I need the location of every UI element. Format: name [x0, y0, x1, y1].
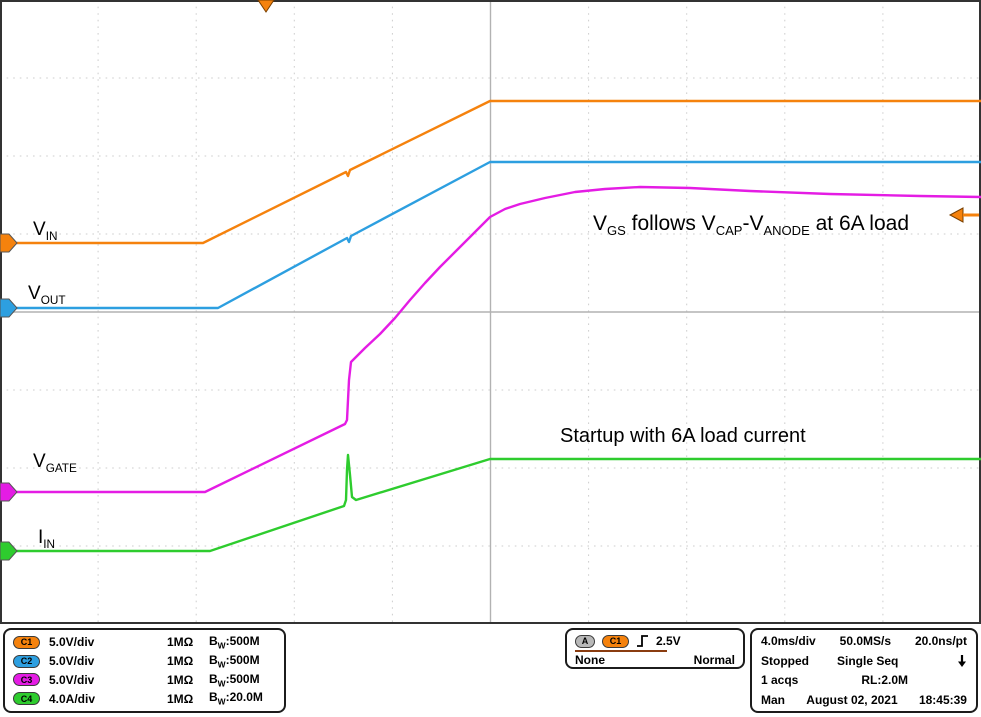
trace-label-vgate: VGATE — [33, 451, 77, 475]
down-arrow-icon — [958, 654, 966, 667]
trigger-level-value[interactable]: 2.5V — [656, 634, 681, 648]
channel-impedance: 1MΩ — [167, 672, 194, 687]
sample-resolution: 20.0ns/pt — [914, 634, 967, 648]
trigger-holdoff[interactable]: None — [575, 653, 605, 667]
trigger-mode-row: None Normal — [575, 653, 735, 667]
channel-badge-c4[interactable]: C4 — [13, 692, 40, 706]
channel-bandwidth: BW:20.0M — [209, 690, 263, 707]
channel-bandwidth: BW:500M — [209, 671, 260, 689]
annotation-vgs: VGS follows VCAP-VANODE at 6A load — [593, 212, 910, 239]
trigger-separator — [575, 650, 667, 652]
timebase-row: 4.0ms/div 50.0MS/s 20.0ns/pt — [761, 634, 967, 648]
acquisition-state: Stopped — [761, 653, 809, 668]
trigger-mode[interactable]: Normal — [693, 653, 735, 667]
trace-c2[interactable] — [0, 160, 981, 310]
date-value: August 02, 2021 — [806, 692, 898, 707]
channel-readout-row-c4[interactable]: C4 4.0A/div 1MΩ BW:20.0M — [13, 690, 276, 707]
trigger-source-badge[interactable]: C1 — [602, 634, 629, 648]
channel-readout-row-c2[interactable]: C2 5.0V/div 1MΩ BW:500M — [13, 653, 276, 669]
waveform-svg[interactable] — [0, 0, 981, 624]
channel-impedance: 1MΩ — [167, 635, 194, 650]
trigger-position-marker[interactable] — [257, 0, 275, 13]
acquisition-box[interactable]: 4.0ms/div 50.0MS/s 20.0ns/pt Stopped Sin… — [750, 628, 978, 713]
channel-badge-c3[interactable]: C3 — [13, 673, 40, 687]
record-length: RL:2.0M — [861, 673, 909, 688]
acquisition-state-row: Stopped Single Seq — [761, 654, 967, 668]
channel-readout-row-c1[interactable]: C1 5.0V/div 1MΩ BW:500M — [13, 634, 276, 651]
trigger-settings-row: A C1 2.5V — [575, 633, 735, 649]
trigger-level-marker[interactable] — [948, 207, 964, 223]
channel-bandwidth: BW:500M — [209, 634, 260, 651]
channel-scale: 5.0V/div — [49, 654, 95, 669]
trace-label-iin: IIN — [38, 527, 56, 551]
channel-scale: 4.0A/div — [49, 691, 96, 706]
ground-marker-c2[interactable] — [0, 298, 18, 318]
trace-label-vout: VOUT — [28, 283, 66, 307]
channel-badge-c2[interactable]: C2 — [13, 654, 40, 668]
trigger-label: Man — [761, 692, 785, 707]
timebase-value[interactable]: 4.0ms/div — [761, 634, 816, 648]
acq-count: 1 acqs — [761, 673, 799, 688]
ground-marker-c1[interactable] — [0, 233, 18, 253]
channel-impedance: 1MΩ — [167, 654, 194, 669]
channel-bandwidth: BW:500M — [209, 652, 260, 670]
channel-readout-row-c3[interactable]: C3 5.0V/div 1MΩ BW:500M — [13, 672, 276, 688]
trace-c1[interactable] — [0, 99, 981, 245]
sample-rate: 50.0MS/s — [839, 634, 892, 648]
datetime-row: Man August 02, 2021 18:45:39 — [761, 693, 967, 707]
channel-scale: 5.0V/div — [49, 635, 95, 650]
annotation-startup: Startup with 6A load current — [560, 425, 806, 447]
trace-label-vin: VIN — [33, 219, 58, 243]
readout-bar: C1 5.0V/div 1MΩ BW:500M C2 5.0V/div 1MΩ BW:500M… — [0, 624, 981, 717]
trigger-bus-badge[interactable]: A — [575, 634, 595, 648]
acquisition-count-row: 1 acqs RL:2.0M — [761, 673, 967, 687]
acquisition-mode[interactable]: Single Seq — [837, 653, 899, 668]
channels-box: C1 5.0V/div 1MΩ BW:500M C2 5.0V/div 1MΩ BW:500M… — [3, 628, 286, 713]
trigger-box[interactable]: A C1 2.5V None Normal — [565, 628, 745, 669]
rising-edge-icon — [637, 635, 648, 647]
channel-impedance: 1MΩ — [167, 691, 194, 706]
channel-scale: 5.0V/div — [49, 672, 95, 687]
trace-c4[interactable] — [0, 453, 981, 553]
ground-marker-c3[interactable] — [0, 482, 18, 502]
waveform-display[interactable]: VIN VOUT VGATE IIN VGS follows VCAP-VANO… — [0, 0, 981, 624]
trace-c3[interactable] — [0, 185, 981, 494]
ground-marker-c4[interactable] — [0, 541, 18, 561]
channel-badge-c1[interactable]: C1 — [13, 635, 40, 649]
time-value: 18:45:39 — [918, 692, 967, 707]
